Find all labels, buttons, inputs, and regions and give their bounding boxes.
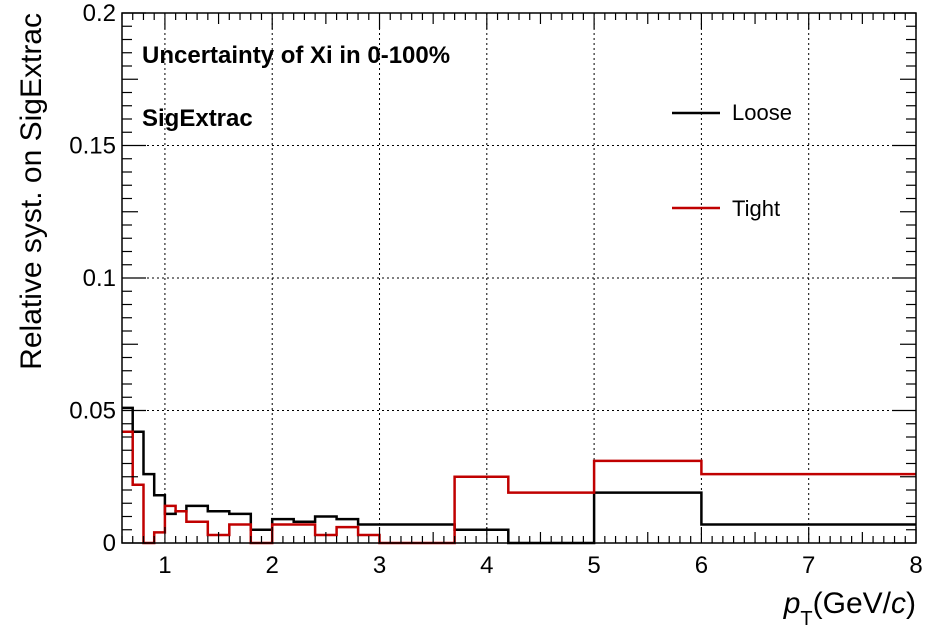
ticks bbox=[121, 12, 917, 544]
annotation-subtitle: SigExtrac bbox=[142, 105, 253, 132]
y-tick-label: 0.2 bbox=[83, 0, 116, 27]
x-axis-title-unit-var: c bbox=[891, 587, 906, 620]
y-axis-title: Relative syst. on SigExtrac bbox=[15, 13, 48, 370]
x-tick-label: 6 bbox=[695, 552, 708, 579]
x-tick-label: 3 bbox=[373, 552, 386, 579]
x-axis-title-sub: T bbox=[800, 608, 812, 630]
legend: Loose Tight bbox=[672, 100, 792, 221]
x-tick-label: 4 bbox=[480, 552, 493, 579]
x-tick-label: 8 bbox=[909, 552, 922, 579]
annotation-title: Uncertainty of Xi in 0-100% bbox=[142, 42, 450, 69]
series-tight-line bbox=[122, 430, 916, 545]
y-tick-label: 0 bbox=[103, 530, 116, 557]
x-tick-label: 1 bbox=[158, 552, 171, 579]
y-tick-label: 0.05 bbox=[69, 398, 116, 425]
x-axis-title: pT(GeV/c) bbox=[783, 587, 916, 630]
x-axis-title-unit-close: ) bbox=[906, 587, 916, 620]
tick-labels: 1 2 3 4 5 6 7 8 0 0.05 0.1 0.15 0.2 bbox=[69, 0, 922, 579]
series-layer bbox=[122, 406, 916, 545]
x-tick-label: 2 bbox=[266, 552, 279, 579]
legend-label-tight: Tight bbox=[732, 196, 780, 221]
x-tick-label: 7 bbox=[802, 552, 815, 579]
y-tick-label: 0.15 bbox=[69, 133, 116, 160]
x-axis-title-var: p bbox=[783, 587, 801, 620]
y-tick-label: 0.1 bbox=[83, 265, 116, 292]
grid bbox=[122, 13, 916, 543]
x-tick-label: 5 bbox=[587, 552, 600, 579]
legend-label-loose: Loose bbox=[732, 100, 792, 125]
series-loose-line bbox=[122, 406, 916, 545]
x-axis-title-unit-open: (GeV/ bbox=[813, 587, 892, 620]
